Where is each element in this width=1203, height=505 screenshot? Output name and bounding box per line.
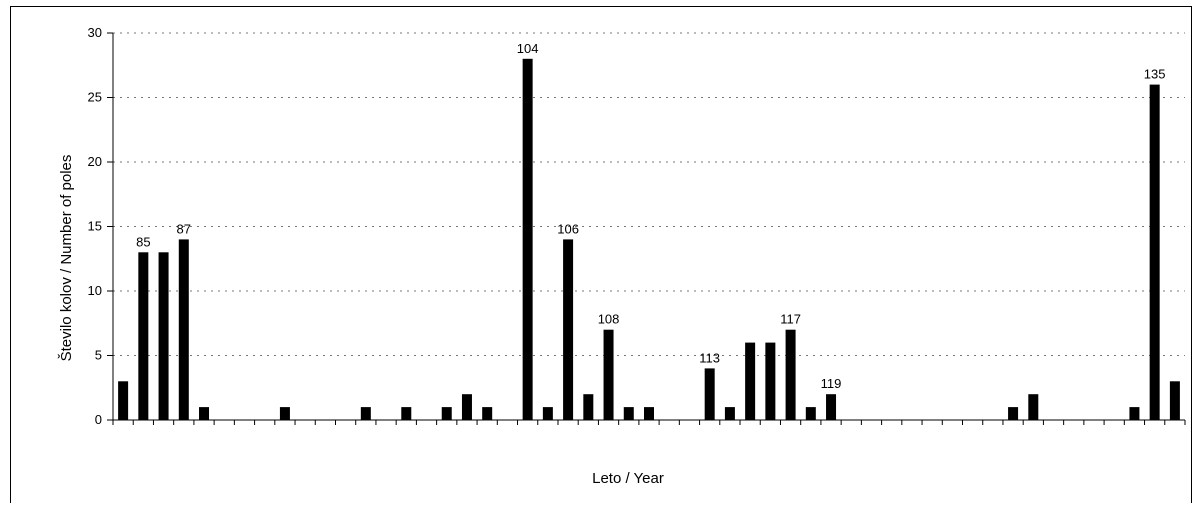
bar-107	[583, 394, 594, 420]
data-label-113: 113	[699, 350, 720, 365]
x-axis-title: Leto / Year	[592, 470, 664, 487]
bar-104	[522, 58, 533, 421]
bar-118	[805, 407, 816, 420]
data-labels: 85 87 104 106 108 113 117 119 135	[136, 41, 1165, 391]
bar-106	[563, 239, 574, 420]
data-label-85: 85	[136, 234, 150, 249]
bar-84	[118, 381, 129, 420]
bar-119	[826, 394, 837, 420]
y-tick-label: 15	[88, 219, 102, 234]
bar-134	[1129, 407, 1140, 420]
bar-136	[1169, 381, 1180, 420]
y-tick-label: 5	[95, 348, 102, 363]
bar-113	[704, 368, 715, 420]
y-axis-ticks: 0 5 10 15 20 25 30	[88, 25, 113, 427]
bar-86	[158, 252, 169, 420]
y-tick-label: 25	[88, 90, 102, 105]
x-axis-ticks	[112, 420, 1186, 425]
y-tick-label: 10	[88, 283, 102, 298]
bars	[118, 58, 1180, 421]
bar-88	[199, 407, 210, 420]
bar-110	[644, 407, 654, 420]
bar-116	[765, 342, 776, 420]
bar-135	[1149, 84, 1160, 420]
bar-98	[401, 407, 412, 420]
data-label-135: 135	[1144, 67, 1166, 82]
bar-87	[178, 239, 189, 420]
data-label-117: 117	[780, 312, 801, 327]
bar-115	[745, 342, 756, 420]
data-label-108: 108	[598, 312, 620, 327]
chart-frame	[10, 6, 1192, 503]
bar-109	[623, 407, 634, 420]
gridlines	[113, 32, 1185, 356]
data-label-119: 119	[821, 376, 842, 391]
y-tick-label: 30	[88, 25, 102, 40]
bar-92	[279, 407, 290, 420]
bar-85	[138, 252, 149, 420]
bar-114	[724, 407, 735, 420]
bar-100	[441, 407, 452, 420]
bar-108	[603, 329, 614, 420]
y-tick-label: 20	[88, 154, 102, 169]
bar-102	[482, 407, 493, 420]
bar-96	[360, 407, 371, 420]
data-label-87: 87	[177, 221, 191, 236]
bar-128	[1008, 407, 1019, 420]
data-label-104: 104	[517, 41, 539, 56]
bar-101	[461, 394, 472, 420]
bar-129	[1028, 394, 1039, 420]
bar-117	[785, 329, 796, 420]
y-axis-title: Število kolov / Number of poles	[58, 155, 75, 362]
bar-105	[542, 407, 553, 420]
data-label-106: 106	[557, 221, 579, 236]
y-tick-label: 0	[95, 412, 102, 427]
